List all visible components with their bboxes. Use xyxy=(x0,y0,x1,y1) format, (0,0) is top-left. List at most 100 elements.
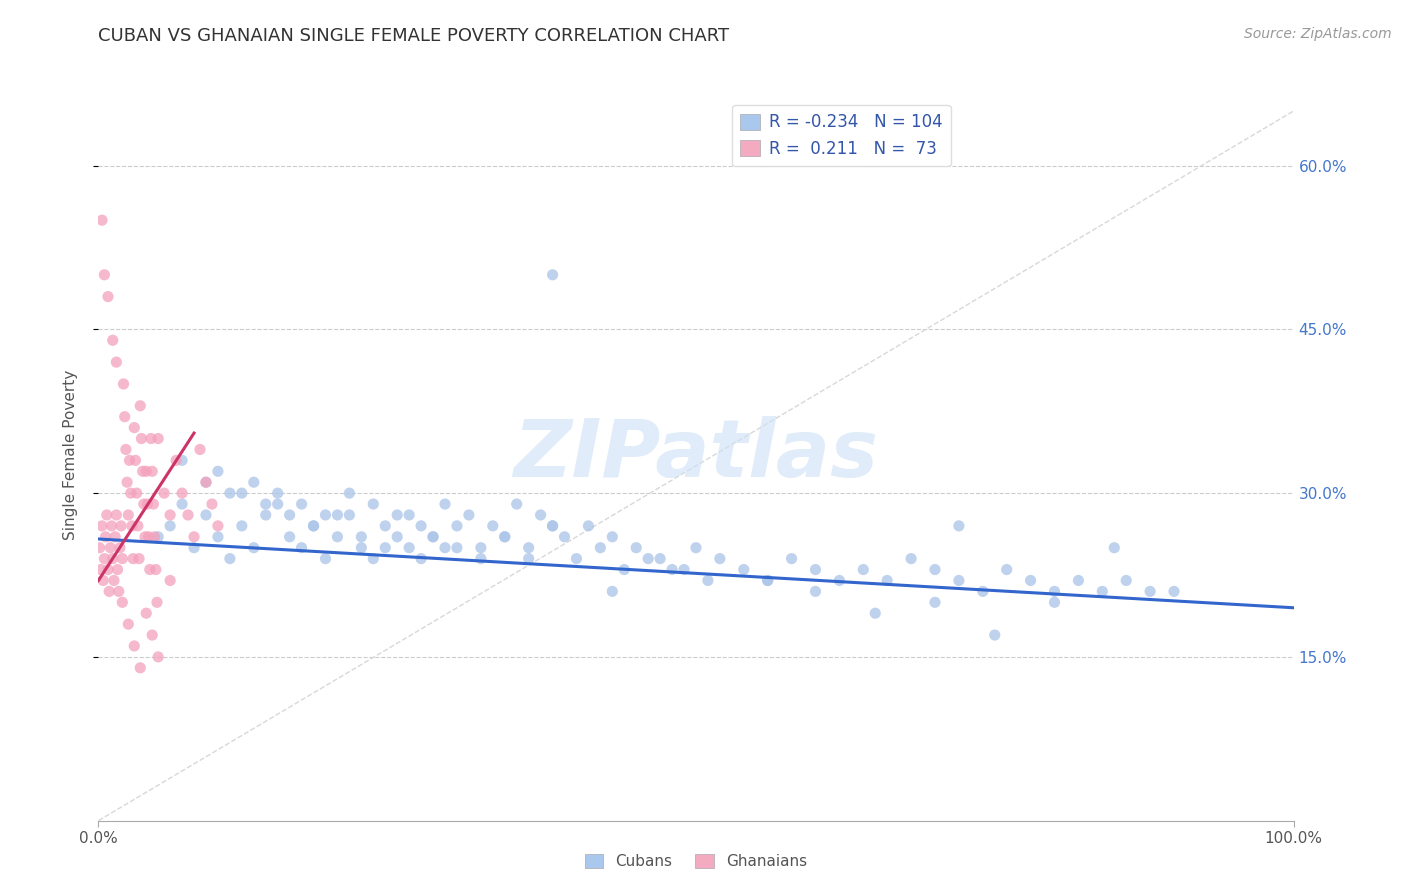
Point xyxy=(1115,574,1137,588)
Point xyxy=(673,563,696,577)
Point xyxy=(541,268,564,282)
Text: ZIPatlas: ZIPatlas xyxy=(513,416,879,494)
Point xyxy=(756,574,779,588)
Point xyxy=(924,563,946,577)
Point xyxy=(97,563,120,577)
Point xyxy=(159,508,181,522)
Point xyxy=(1019,574,1042,588)
Point xyxy=(433,541,456,555)
Point xyxy=(111,551,134,566)
Point xyxy=(194,508,218,522)
Point xyxy=(948,519,970,533)
Point xyxy=(101,333,124,347)
Point xyxy=(697,574,720,588)
Point xyxy=(135,606,157,620)
Point xyxy=(91,574,114,588)
Point xyxy=(302,519,325,533)
Point xyxy=(517,541,540,555)
Point xyxy=(315,551,337,566)
Point xyxy=(142,497,165,511)
Point xyxy=(398,541,420,555)
Point xyxy=(117,508,139,522)
Point xyxy=(291,497,314,511)
Point xyxy=(565,551,588,566)
Point xyxy=(98,584,121,599)
Point xyxy=(201,497,224,511)
Point xyxy=(529,508,551,522)
Point xyxy=(422,530,444,544)
Point xyxy=(1102,541,1125,555)
Point xyxy=(315,508,337,522)
Point xyxy=(613,563,636,577)
Point xyxy=(1067,574,1090,588)
Point xyxy=(135,464,157,478)
Point xyxy=(339,486,360,500)
Point xyxy=(339,508,360,522)
Point xyxy=(756,574,779,588)
Point xyxy=(90,563,112,577)
Point xyxy=(972,584,994,599)
Point xyxy=(94,530,117,544)
Point xyxy=(470,551,492,566)
Point xyxy=(661,563,683,577)
Point xyxy=(637,551,659,566)
Point xyxy=(374,541,396,555)
Text: CUBAN VS GHANAIAN SINGLE FEMALE POVERTY CORRELATION CHART: CUBAN VS GHANAIAN SINGLE FEMALE POVERTY … xyxy=(98,27,730,45)
Point xyxy=(107,563,129,577)
Point xyxy=(91,519,114,533)
Point xyxy=(148,432,170,446)
Point xyxy=(458,508,481,522)
Point xyxy=(254,497,277,511)
Point xyxy=(852,563,875,577)
Point xyxy=(103,574,125,588)
Point xyxy=(385,508,409,522)
Point xyxy=(89,541,111,555)
Point xyxy=(326,508,349,522)
Point xyxy=(101,551,124,566)
Point xyxy=(863,606,887,620)
Point xyxy=(422,530,444,544)
Point xyxy=(114,409,136,424)
Point xyxy=(995,563,1018,577)
Point xyxy=(115,442,138,457)
Point xyxy=(129,661,152,675)
Point xyxy=(602,584,624,599)
Point xyxy=(148,649,170,664)
Point xyxy=(96,508,118,522)
Point xyxy=(125,486,148,500)
Point xyxy=(876,574,898,588)
Point xyxy=(122,551,145,566)
Point xyxy=(128,551,150,566)
Point xyxy=(148,530,170,544)
Point xyxy=(131,464,153,478)
Point xyxy=(267,486,290,500)
Point xyxy=(159,574,181,588)
Point xyxy=(924,595,946,609)
Point xyxy=(411,519,433,533)
Point xyxy=(93,551,115,566)
Point xyxy=(129,399,152,413)
Point xyxy=(107,584,129,599)
Point xyxy=(98,541,122,555)
Point xyxy=(219,486,242,500)
Point xyxy=(207,464,229,478)
Text: Source: ZipAtlas.com: Source: ZipAtlas.com xyxy=(1244,27,1392,41)
Point xyxy=(104,530,127,544)
Point xyxy=(602,530,624,544)
Point xyxy=(506,497,529,511)
Point xyxy=(108,541,131,555)
Point xyxy=(145,563,167,577)
Point xyxy=(363,497,385,511)
Point xyxy=(131,432,153,446)
Point xyxy=(948,574,970,588)
Point xyxy=(139,432,162,446)
Point xyxy=(398,508,420,522)
Point xyxy=(254,508,277,522)
Point xyxy=(350,541,373,555)
Point xyxy=(136,497,159,511)
Point xyxy=(146,595,169,609)
Point xyxy=(111,595,134,609)
Point xyxy=(278,530,301,544)
Point xyxy=(541,519,564,533)
Point xyxy=(350,530,373,544)
